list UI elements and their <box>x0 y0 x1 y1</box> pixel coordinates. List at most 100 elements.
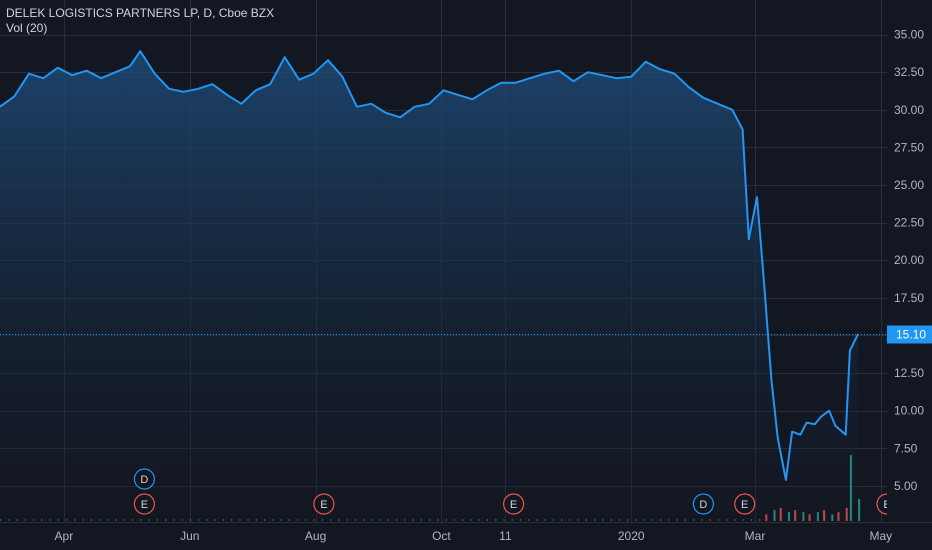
dividend-marker-label: D <box>140 474 148 486</box>
dividend-marker-label: D <box>699 499 707 511</box>
volume-bar <box>404 519 406 521</box>
time-axis[interactable]: Apr Jun Aug Oct 11 2020 Mar May <box>0 522 932 550</box>
volume-bar <box>577 519 579 521</box>
volume-bar <box>594 519 596 521</box>
volume-bar <box>66 519 68 521</box>
volume-bar <box>709 519 711 521</box>
volume-bar <box>206 519 208 521</box>
volume-bar <box>429 519 431 521</box>
dividend-marker[interactable]: D <box>133 468 155 490</box>
time-tick-label: 2020 <box>618 529 645 543</box>
symbol-title[interactable]: DELEK LOGISTICS PARTNERS LP, D, Cboe BZX <box>6 6 275 20</box>
price-tick-label: 25.00 <box>894 178 924 192</box>
chart-legend: DELEK LOGISTICS PARTNERS LP, D, Cboe BZX… <box>6 6 274 36</box>
volume-bar <box>90 519 92 521</box>
volume-bar <box>503 519 505 521</box>
volume-bar <box>495 519 497 521</box>
volume-bar <box>313 519 315 521</box>
volume-bar <box>437 519 439 521</box>
volume-bar <box>635 519 637 521</box>
price-axis[interactable]: 5.00 7.50 10.00 12.50 17.50 20.00 22.50 25.00 27… <box>887 0 932 550</box>
volume-bar <box>726 519 728 521</box>
time-tick-label: Apr <box>55 529 74 543</box>
earnings-marker[interactable]: E <box>502 493 525 515</box>
earnings-marker[interactable]: E <box>133 493 155 515</box>
volume-bar <box>816 512 819 521</box>
volume-bar <box>198 519 200 521</box>
volume-layer <box>0 455 861 521</box>
volume-bar <box>214 519 216 521</box>
volume-bar <box>264 519 266 521</box>
volume-bar <box>794 510 797 521</box>
last-price-axis-label: 15.10 <box>896 328 926 342</box>
earnings-marker[interactable]: E <box>734 493 756 515</box>
volume-bar <box>165 519 167 521</box>
volume-bar <box>189 519 191 521</box>
volume-bar <box>561 519 563 521</box>
volume-bar <box>837 512 840 521</box>
volume-indicator-label[interactable]: Vol (20) <box>6 21 48 35</box>
last-price-tag-axis <box>887 325 932 344</box>
volume-bar <box>24 519 26 521</box>
volume-bar <box>849 455 852 521</box>
price-tick-label: 35.00 <box>894 28 924 42</box>
volume-bar <box>173 519 175 521</box>
earnings-marker-label: E <box>510 499 517 511</box>
earnings-marker-circle <box>313 493 335 515</box>
price-tick-label: 5.00 <box>894 479 918 493</box>
volume-bar <box>831 514 834 521</box>
volume-bar <box>610 519 612 521</box>
volume-bar <box>701 519 703 521</box>
price-line[interactable] <box>0 50 859 481</box>
volume-bar <box>668 519 670 521</box>
volume-bar <box>8 519 10 521</box>
price-tick-label: 22.50 <box>894 216 924 230</box>
price-area-layer <box>0 51 859 522</box>
volume-bar <box>132 519 134 521</box>
earnings-marker-label: E <box>320 499 327 511</box>
time-tick-label: Mar <box>745 529 766 543</box>
price-tick-label: 20.00 <box>894 253 924 267</box>
volume-bar <box>387 519 389 521</box>
earnings-marker-circle <box>502 493 525 515</box>
volume-bar <box>280 519 282 521</box>
volume-bar <box>99 519 101 521</box>
volume-bar <box>759 519 761 521</box>
volume-bar <box>569 519 571 521</box>
volume-bar <box>321 519 323 521</box>
volume-bar <box>82 519 84 521</box>
volume-bar <box>742 519 744 521</box>
earnings-marker[interactable]: E <box>313 493 335 515</box>
volume-bar <box>330 519 332 521</box>
volume-bar <box>858 499 861 521</box>
volume-bar <box>823 510 826 521</box>
earnings-marker-circle <box>133 493 155 515</box>
volume-bar <box>519 519 521 521</box>
volume-bar <box>453 519 455 521</box>
volume-bar <box>478 519 480 521</box>
volume-bar <box>288 519 290 521</box>
volume-bar <box>773 510 776 521</box>
volume-bar <box>528 519 530 521</box>
time-tick-label: Aug <box>305 529 326 543</box>
volume-bar <box>57 519 59 521</box>
volume-bar <box>338 519 340 521</box>
dividend-marker[interactable]: D <box>692 493 715 515</box>
volume-bar <box>544 519 546 521</box>
earnings-marker-label: E <box>141 499 148 511</box>
volume-bar <box>470 519 472 521</box>
earnings-marker-label: E <box>741 499 748 511</box>
time-tick-label: Jun <box>180 529 199 543</box>
volume-bar <box>717 519 720 521</box>
volume-bar <box>750 519 753 521</box>
volume-bar <box>74 519 76 521</box>
volume-bar <box>627 519 629 521</box>
volume-bar <box>643 519 645 521</box>
volume-bar <box>363 519 365 521</box>
volume-bar <box>181 519 183 521</box>
volume-bar <box>808 514 811 521</box>
price-tick-label: 12.50 <box>894 366 924 380</box>
volume-bar <box>765 514 768 521</box>
